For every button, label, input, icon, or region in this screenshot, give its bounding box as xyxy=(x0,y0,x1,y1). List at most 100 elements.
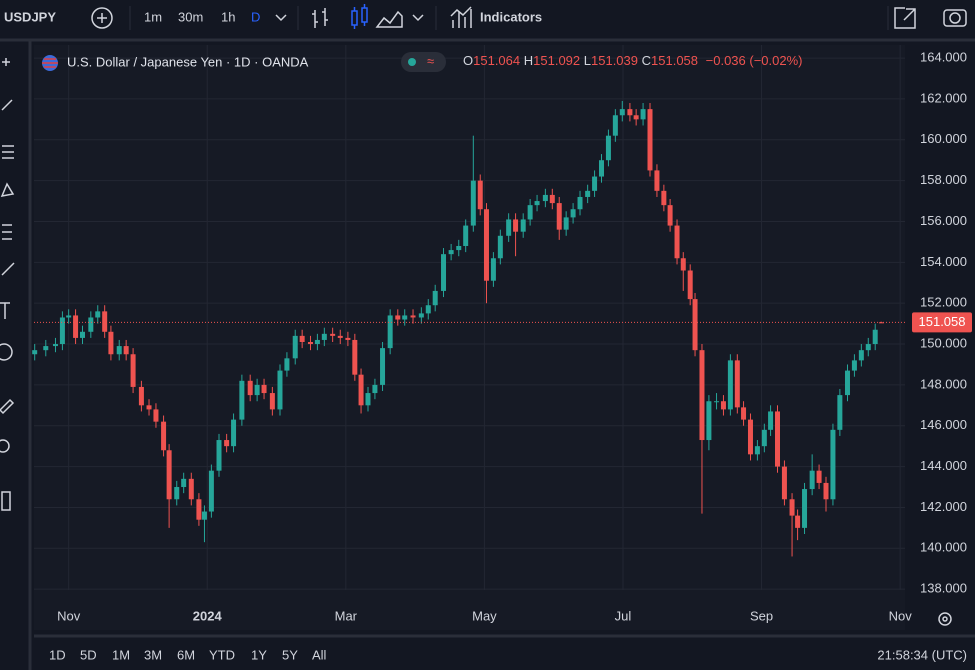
candle-body xyxy=(714,401,720,403)
candle-body xyxy=(654,170,660,191)
candle-body xyxy=(277,370,283,410)
candle-body xyxy=(123,346,129,355)
candle-body xyxy=(851,360,857,371)
area-icon[interactable] xyxy=(375,10,403,28)
settings-icon[interactable] xyxy=(938,612,952,626)
legend-value: 151.039 xyxy=(591,53,638,68)
range-button[interactable]: 1D xyxy=(49,647,66,662)
candle-body xyxy=(372,384,378,394)
y-tick-label: 160.000 xyxy=(920,131,967,146)
y-tick-label: 144.000 xyxy=(920,458,967,473)
svg-text:≈: ≈ xyxy=(427,53,434,68)
candle-body xyxy=(823,482,829,500)
candle-body xyxy=(247,380,253,396)
drawing-tools[interactable] xyxy=(0,58,15,511)
bars-icon[interactable] xyxy=(312,8,328,28)
add-symbol-icon[interactable] xyxy=(91,7,113,29)
candle-body xyxy=(470,180,476,226)
candle-body xyxy=(216,440,222,471)
indicators-icon[interactable] xyxy=(450,6,472,28)
interval-active[interactable]: D xyxy=(251,9,260,24)
candle-body xyxy=(161,421,167,451)
candle-body xyxy=(549,194,555,204)
candle-body xyxy=(816,470,822,483)
range-button[interactable]: 1M xyxy=(112,647,130,662)
candle-body xyxy=(402,315,408,320)
candle-body xyxy=(130,354,136,387)
candle-body xyxy=(781,466,787,500)
candle-body xyxy=(181,478,187,488)
range-button[interactable]: All xyxy=(312,647,327,662)
dropdown-icon[interactable] xyxy=(275,14,287,22)
candle-body xyxy=(727,360,733,410)
candle-body xyxy=(239,380,245,420)
candle-body xyxy=(647,109,653,171)
y-tick-label: 138.000 xyxy=(920,581,967,596)
candle-body xyxy=(188,478,194,500)
candle-body xyxy=(116,346,122,355)
plot-area xyxy=(34,45,905,630)
candles-icon[interactable] xyxy=(351,4,368,29)
range-button[interactable]: 5Y xyxy=(282,647,298,662)
candle-body xyxy=(577,196,583,210)
snapshot-icon[interactable] xyxy=(943,9,967,27)
dropdown-icon[interactable] xyxy=(412,14,424,22)
candle-body xyxy=(858,350,864,361)
candle-body xyxy=(640,109,646,120)
candle-body xyxy=(619,109,625,116)
candle-body xyxy=(802,489,808,528)
candle-body xyxy=(224,440,230,447)
symbol[interactable]: USDJPY xyxy=(4,9,56,24)
x-tick-label: May xyxy=(472,608,497,623)
status-badge: ≈ xyxy=(401,52,446,72)
flag-icon xyxy=(42,55,58,71)
range-button[interactable]: 5D xyxy=(80,647,97,662)
fullscreen-icon[interactable] xyxy=(894,7,916,29)
legend-value: 151.092 xyxy=(533,53,580,68)
candle-body xyxy=(490,258,496,281)
candle-body xyxy=(231,419,237,447)
candle-body xyxy=(448,250,454,255)
candle-body xyxy=(292,335,298,359)
candle-body xyxy=(146,405,152,410)
candle-body xyxy=(108,331,114,355)
candle-body xyxy=(174,487,180,500)
candle-body xyxy=(633,115,639,120)
candle-body xyxy=(138,386,144,406)
candle-body xyxy=(52,344,58,347)
candle-body xyxy=(80,331,86,338)
candle-body xyxy=(483,209,489,281)
y-tick-label: 150.000 xyxy=(920,335,967,350)
candle-body xyxy=(627,109,633,116)
candle-body xyxy=(66,315,72,318)
indicators-button[interactable]: Indicators xyxy=(480,9,542,24)
y-tick-label: 158.000 xyxy=(920,172,967,187)
candle-body xyxy=(775,411,781,467)
candle-body xyxy=(865,344,871,351)
x-tick-label: Nov xyxy=(889,608,913,623)
range-button[interactable]: 3M xyxy=(144,647,162,662)
x-tick-label: 2024 xyxy=(193,608,223,623)
candle-body xyxy=(556,203,562,230)
range-button[interactable]: 6M xyxy=(177,647,195,662)
y-tick-label: 152.000 xyxy=(920,295,967,310)
range-button[interactable]: YTD xyxy=(209,647,235,662)
candle-body xyxy=(527,205,533,220)
x-tick-label: Mar xyxy=(335,608,358,623)
interval[interactable]: 1h xyxy=(221,9,235,24)
range-button[interactable]: 1Y xyxy=(251,647,267,662)
interval[interactable]: 30m xyxy=(178,9,203,24)
candle-body xyxy=(680,258,686,271)
candle-body xyxy=(741,407,747,420)
range-buttons: 1D 5D 1M 3M 6M YTD 1Y 5Y All xyxy=(49,647,327,662)
interval[interactable]: 1m xyxy=(144,9,162,24)
candle-body xyxy=(542,194,548,202)
chart-title: U.S. Dollar / Japanese Yen · 1D · OANDA xyxy=(67,54,309,69)
candle-body xyxy=(674,225,680,259)
candle-body xyxy=(418,313,424,318)
candle-body xyxy=(872,329,878,345)
candle-body xyxy=(32,350,38,355)
candle-body xyxy=(73,315,79,338)
legend-label: H xyxy=(524,53,533,68)
